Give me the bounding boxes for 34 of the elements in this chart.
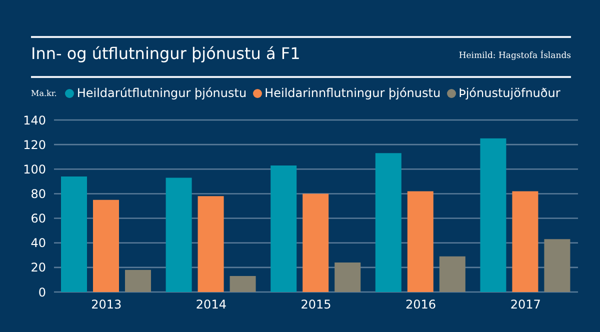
chart-title: Inn- og útflutningur þjónustu á F1: [31, 44, 300, 63]
bar: [302, 194, 329, 292]
legend-label: Heildarútflutningur þjónustu: [76, 86, 247, 100]
text: Heimild: Hagstofa Íslands: [458, 51, 571, 61]
bar: [544, 239, 570, 292]
legend-label: Heildarinnflutningur þjónustu: [264, 86, 441, 100]
bar: [270, 165, 297, 292]
y-tick-label: 100: [23, 162, 46, 176]
bar: [439, 256, 466, 292]
legend-label: Þjónustujöfnuður: [458, 86, 560, 100]
x-tick-label: 2017: [510, 298, 541, 312]
bar: [93, 200, 119, 292]
y-tick-label: 40: [30, 236, 46, 250]
bar: [375, 153, 402, 292]
bar: [334, 262, 361, 292]
y-tick-label: 0: [38, 285, 46, 300]
x-tick-label: 2014: [196, 298, 226, 312]
y-axis-title: Ma.kr.: [31, 88, 57, 98]
y-tick-label: 20: [30, 260, 46, 275]
bar: [125, 270, 151, 292]
bar: [480, 138, 506, 292]
y-tick-label: 120: [23, 138, 46, 152]
y-tick-label: 60: [30, 212, 46, 226]
y-tick-label: 140: [23, 113, 46, 128]
x-tick-label: 2013: [91, 298, 122, 312]
bar: [230, 276, 256, 292]
bar: [407, 191, 434, 292]
bar: [166, 178, 192, 292]
bar: [61, 176, 87, 292]
x-tick-label: 2016: [406, 298, 436, 312]
x-tick-label: 2015: [300, 298, 332, 312]
bar: [198, 196, 224, 292]
y-tick-label: 80: [30, 186, 46, 201]
bar: [512, 191, 538, 292]
